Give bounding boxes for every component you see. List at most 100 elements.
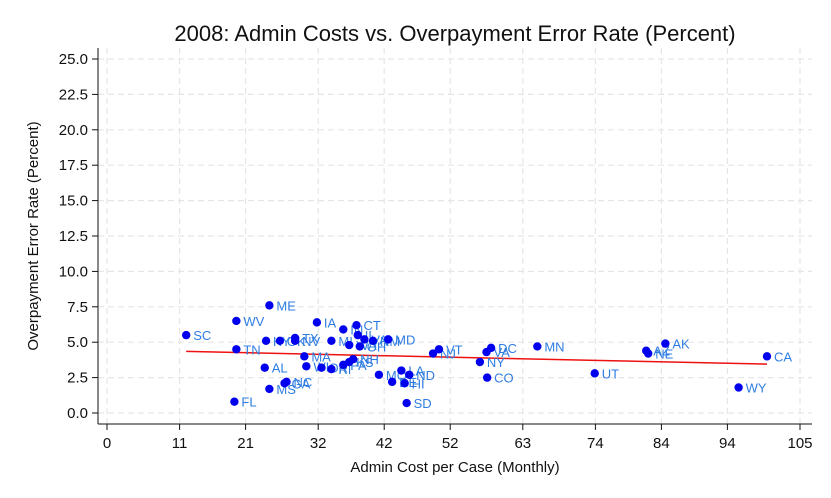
y-tick-label: 0.0 <box>67 405 88 422</box>
point-label: NH <box>360 352 379 367</box>
data-point <box>232 316 241 326</box>
y-tick-label: 5.0 <box>67 334 88 351</box>
point-label: CT <box>363 318 380 333</box>
data-point <box>182 330 191 340</box>
data-point <box>482 373 492 382</box>
y-tick-label: 7.5 <box>67 299 88 316</box>
point-label: FL <box>241 395 256 410</box>
point-label: UT <box>602 366 619 381</box>
data-point <box>405 370 414 379</box>
data-point <box>661 339 670 348</box>
data-point <box>327 336 336 345</box>
point-label: MA <box>311 349 331 364</box>
point-label: WV <box>243 314 264 329</box>
y-tick-label: 15.0 <box>59 193 88 210</box>
data-point <box>762 352 772 361</box>
x-tick-label: 0 <box>103 435 111 452</box>
data-point <box>533 342 542 351</box>
point-label: NJ <box>440 347 456 362</box>
point-label: TN <box>243 342 260 357</box>
data-point <box>734 383 743 392</box>
data-point <box>312 318 322 327</box>
fit-line <box>186 350 768 365</box>
x-tick-label: 52 <box>442 435 459 452</box>
point-label: MN <box>544 339 564 354</box>
data-point <box>348 354 358 364</box>
data-point <box>275 336 285 345</box>
x-tick-label: 84 <box>653 435 670 452</box>
data-point <box>355 342 364 351</box>
point-label: CO <box>494 371 514 386</box>
point-label: DC <box>498 341 517 356</box>
data-point <box>368 336 378 345</box>
gridlines <box>98 48 812 424</box>
data-point <box>434 345 444 354</box>
data-point <box>290 336 300 345</box>
point-label: NE <box>655 347 673 362</box>
data-point <box>345 340 354 350</box>
data-point <box>352 321 361 330</box>
data-point <box>261 336 271 345</box>
data-point <box>260 363 269 372</box>
x-tick-label: 94 <box>719 435 736 452</box>
point-label: HI <box>412 376 425 391</box>
y-tick-label: 22.5 <box>59 86 88 103</box>
y-tick-label: 12.5 <box>59 228 88 245</box>
data-point <box>644 349 653 358</box>
data-point <box>486 343 496 353</box>
point-label: NV <box>302 334 320 349</box>
y-tick-label: 10.0 <box>59 263 88 280</box>
point-label: SD <box>414 396 432 411</box>
y-tick-label: 17.5 <box>59 157 88 174</box>
y-tick-label: 25.0 <box>59 51 88 68</box>
y-tick-label: 2.5 <box>67 370 88 387</box>
x-tick-label: 21 <box>237 435 254 452</box>
point-label: IA <box>324 315 337 330</box>
x-tick-label: 105 <box>787 435 812 452</box>
data-point <box>300 352 309 361</box>
point-label: NC <box>294 375 313 390</box>
data-point <box>282 377 291 387</box>
point-label: WY <box>746 381 767 396</box>
data-point <box>475 357 485 367</box>
data-point <box>339 325 348 334</box>
point-label: SC <box>193 328 211 343</box>
point-label: AK <box>672 337 690 352</box>
x-axis-label: Admin Cost per Case (Monthly) <box>350 459 559 476</box>
point-label: VA <box>494 345 511 360</box>
x-tick-label: 42 <box>376 435 393 452</box>
fit-line-layer <box>186 350 768 365</box>
data-point <box>383 335 393 344</box>
data-point <box>590 369 599 378</box>
x-tick-label: 74 <box>587 435 604 452</box>
point-label: VT <box>446 342 463 357</box>
data-point <box>265 301 274 310</box>
data-point <box>397 366 406 375</box>
data-point <box>265 384 274 394</box>
point-label: MD <box>395 332 415 347</box>
y-tick-label: 20.0 <box>59 122 88 139</box>
point-label: NY <box>487 355 505 370</box>
data-point <box>374 370 384 379</box>
x-tick-label: 11 <box>172 435 188 452</box>
point-label: CA <box>774 349 792 364</box>
data-point <box>230 397 239 406</box>
data-point <box>317 363 326 372</box>
point-label: GA <box>292 376 311 391</box>
data-point <box>387 377 397 387</box>
point-label: KS <box>356 355 374 370</box>
chart-title: 2008: Admin Costs vs. Overpayment Error … <box>174 21 735 46</box>
x-tick-label: 32 <box>310 435 327 452</box>
point-label: ND <box>416 368 435 383</box>
point-label: TX <box>302 331 319 346</box>
x-tick-label: 63 <box>514 435 531 452</box>
data-point <box>302 362 311 371</box>
data-point <box>400 379 409 388</box>
y-axis-label: Overpayment Error Rate (Percent) <box>25 121 42 350</box>
data-point <box>402 398 411 408</box>
data-point <box>353 330 362 340</box>
point-label: IL <box>365 328 376 343</box>
data-point <box>327 364 336 374</box>
